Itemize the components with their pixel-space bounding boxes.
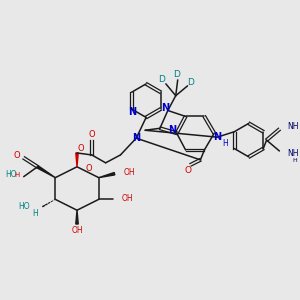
Text: NH: NH [287, 122, 299, 131]
Polygon shape [99, 172, 115, 178]
Polygon shape [37, 166, 55, 178]
Text: H: H [292, 158, 297, 164]
Text: N: N [168, 125, 176, 135]
Text: NH: NH [287, 149, 299, 158]
Text: H: H [222, 139, 228, 148]
Text: HO: HO [18, 202, 29, 211]
Text: OH: OH [123, 168, 135, 177]
Text: HO: HO [5, 170, 16, 179]
Text: O: O [184, 166, 191, 175]
Text: D: D [187, 78, 194, 87]
Text: N: N [213, 132, 221, 142]
Polygon shape [76, 210, 78, 224]
Text: N: N [132, 133, 140, 143]
Text: OH: OH [122, 194, 133, 203]
Text: O: O [88, 130, 95, 139]
Text: D: D [158, 75, 165, 84]
Text: OH: OH [71, 226, 83, 236]
Text: O: O [85, 164, 92, 173]
Text: H: H [14, 172, 20, 178]
Text: D: D [173, 70, 180, 80]
Text: N: N [128, 107, 136, 118]
Text: N: N [161, 103, 169, 112]
Polygon shape [76, 153, 78, 167]
Text: O: O [78, 143, 84, 152]
Text: O: O [14, 152, 20, 160]
Text: H: H [33, 209, 38, 218]
